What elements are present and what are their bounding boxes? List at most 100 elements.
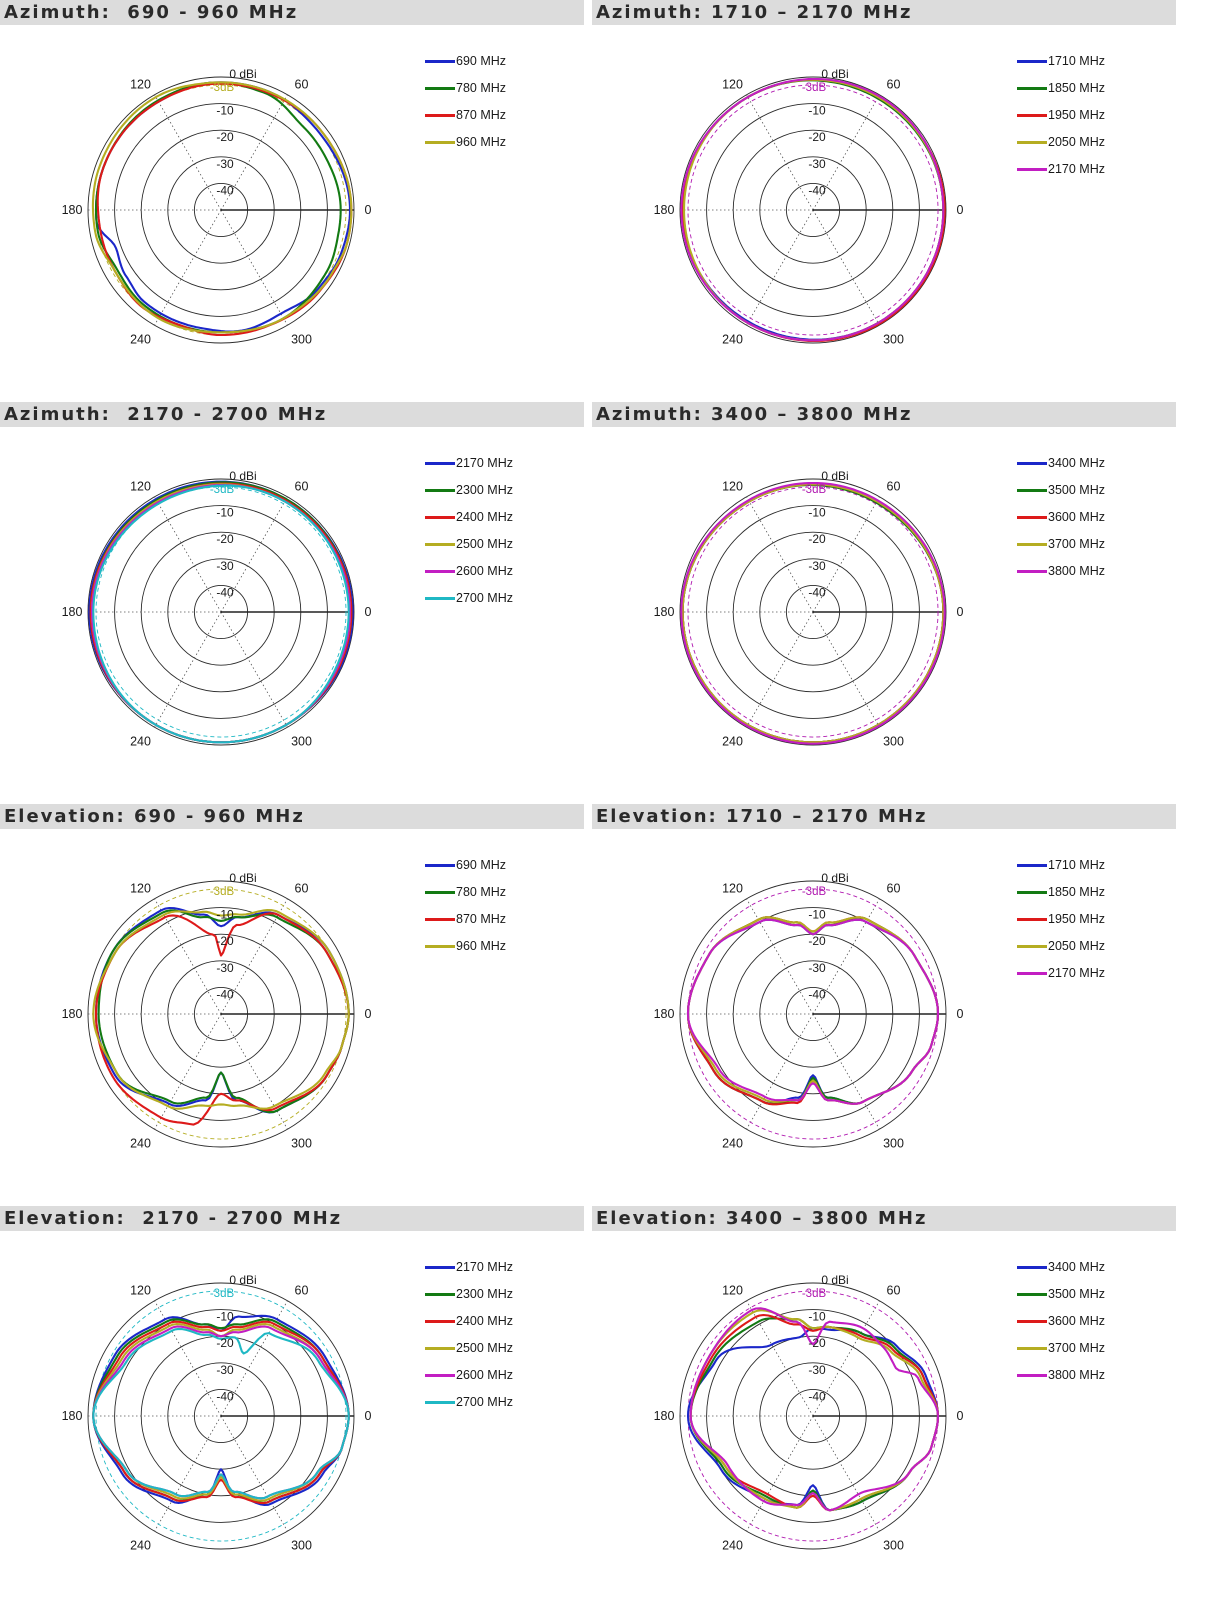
legend-label: 3800 MHz: [1048, 564, 1105, 578]
ring-label: 0 dBi: [229, 67, 256, 81]
legend-swatch: [1017, 972, 1047, 975]
ring-label: -30: [808, 559, 826, 573]
angle-label: 120: [130, 1283, 151, 1297]
series-trace-2170-mhz: [686, 918, 940, 1105]
reference-label: -3dB: [210, 82, 235, 94]
ring-label: -20: [808, 934, 826, 948]
angle-label: 0: [957, 605, 964, 619]
legend-label: 1710 MHz: [1048, 54, 1105, 68]
pattern-panel-5: Elevation: 690 - 960 MHz 0 dBi -10 -20 -30 -4…: [0, 804, 584, 1206]
angle-label: 180: [62, 1409, 83, 1423]
legend-label: 2300 MHz: [456, 483, 513, 497]
ring-label: -10: [808, 908, 826, 922]
angle-label: 300: [883, 1539, 904, 1553]
ring-label: -40: [216, 1389, 234, 1403]
ring-label: -20: [216, 934, 234, 948]
spoke-line: [154, 1300, 222, 1417]
polar-plot: 0 dBi -10 -20 -30 -40 -3dB 0 60 120 180 240 300: [654, 469, 964, 749]
ring-label: -10: [216, 1310, 234, 1324]
spoke-line: [746, 611, 814, 728]
spoke-line: [746, 1013, 814, 1130]
ring-label: -30: [808, 1363, 826, 1377]
legend-label: 3800 MHz: [1048, 1368, 1105, 1382]
ring-label: -10: [216, 506, 234, 520]
legend-label: 2300 MHz: [456, 1287, 513, 1301]
angle-label: 240: [722, 1539, 743, 1553]
spoke-line: [220, 611, 288, 728]
angle-label: 120: [130, 479, 151, 493]
legend-swatch: [1017, 945, 1047, 948]
legend-swatch: [1017, 1293, 1047, 1296]
series-trace-870-mhz: [94, 912, 350, 1126]
angle-label: 300: [291, 1539, 312, 1553]
legend-swatch: [1017, 891, 1047, 894]
legend-swatch: [425, 114, 455, 117]
chart-title-bar: Azimuth: 3400 – 3800 MHz: [592, 402, 1176, 427]
ring-label: -40: [808, 585, 826, 599]
legend-label: 3700 MHz: [1048, 1341, 1105, 1355]
legend-swatch: [1017, 87, 1047, 90]
angle-label: 0: [957, 1007, 964, 1021]
chart-title: Elevation: 3400 – 3800 MHz: [596, 1208, 928, 1229]
series-trace-780-mhz: [97, 909, 350, 1114]
legend-swatch: [425, 141, 455, 144]
angle-label: 180: [654, 203, 675, 217]
legend-label: 2170 MHz: [456, 456, 513, 470]
angle-label: 60: [295, 479, 309, 493]
legend-swatch: [1017, 543, 1047, 546]
legend-swatch: [1017, 462, 1047, 465]
angle-label: 60: [887, 1283, 901, 1297]
series-trace-3800-mhz: [689, 1307, 940, 1512]
reference-label: -3dB: [802, 484, 827, 496]
ring-label: -20: [216, 532, 234, 546]
angle-label: 300: [883, 333, 904, 347]
chart-title-bar: Elevation: 3400 – 3800 MHz: [592, 1206, 1176, 1231]
legend-label: 960 MHz: [456, 939, 507, 953]
legend-label: 780 MHz: [456, 885, 507, 899]
polar-plot: 0 dBi -10 -20 -30 -40 -3dB 0 60 120 180 240 300: [62, 469, 372, 749]
ring-label: -30: [808, 961, 826, 975]
spoke-line: [746, 1415, 814, 1532]
reference-circle: [95, 486, 347, 738]
angle-label: 120: [722, 881, 743, 895]
chart-title-bar: Azimuth: 2170 - 2700 MHz: [0, 402, 584, 427]
angle-label: 60: [887, 77, 901, 91]
spoke-line: [746, 94, 814, 211]
reference-circle: [95, 1290, 347, 1542]
spoke-line: [154, 898, 222, 1015]
angle-label: 180: [62, 203, 83, 217]
legend-label: 3400 MHz: [1048, 1260, 1105, 1274]
chart-title-bar: Azimuth: 1710 – 2170 MHz: [592, 0, 1176, 25]
reference-label: -3dB: [802, 886, 827, 898]
reference-label: -3dB: [210, 484, 235, 496]
ring-label: 0 dBi: [229, 1273, 256, 1287]
chart-title-bar: Elevation: 2170 - 2700 MHz: [0, 1206, 584, 1231]
ring-label: -20: [808, 532, 826, 546]
legend-label: 2600 MHz: [456, 564, 513, 578]
legend-swatch: [425, 570, 455, 573]
ring-label: -10: [808, 1310, 826, 1324]
legend-label: 1850 MHz: [1048, 885, 1105, 899]
angle-label: 240: [722, 333, 743, 347]
legend-label: 1950 MHz: [1048, 108, 1105, 122]
angle-label: 300: [883, 1137, 904, 1151]
spoke-line: [154, 496, 222, 613]
angle-label: 120: [130, 77, 151, 91]
legend-label: 690 MHz: [456, 858, 507, 872]
angle-label: 240: [722, 735, 743, 749]
spoke-line: [154, 611, 222, 728]
pattern-panel-8: Elevation: 3400 – 3800 MHz 0 dBi -10 -20 -30…: [592, 1206, 1176, 1608]
angle-label: 300: [291, 1137, 312, 1151]
legend-label: 2600 MHz: [456, 1368, 513, 1382]
pattern-panel-4: Azimuth: 3400 – 3800 MHz 0 dBi -10 -20 -30 -4…: [592, 402, 1176, 804]
ring-label: -20: [216, 130, 234, 144]
chart-title: Azimuth: 1710 – 2170 MHz: [596, 2, 913, 23]
legend-label: 2700 MHz: [456, 591, 513, 605]
spoke-line: [746, 898, 814, 1015]
ring-label: -40: [216, 987, 234, 1001]
legend-label: 2170 MHz: [1048, 162, 1105, 176]
legend-label: 3600 MHz: [1048, 510, 1105, 524]
pattern-panel-7: Elevation: 2170 - 2700 MHz 0 dBi -10 -20 -30…: [0, 1206, 584, 1608]
spoke-line: [812, 611, 880, 728]
chart-title-bar: Elevation: 1710 – 2170 MHz: [592, 804, 1176, 829]
